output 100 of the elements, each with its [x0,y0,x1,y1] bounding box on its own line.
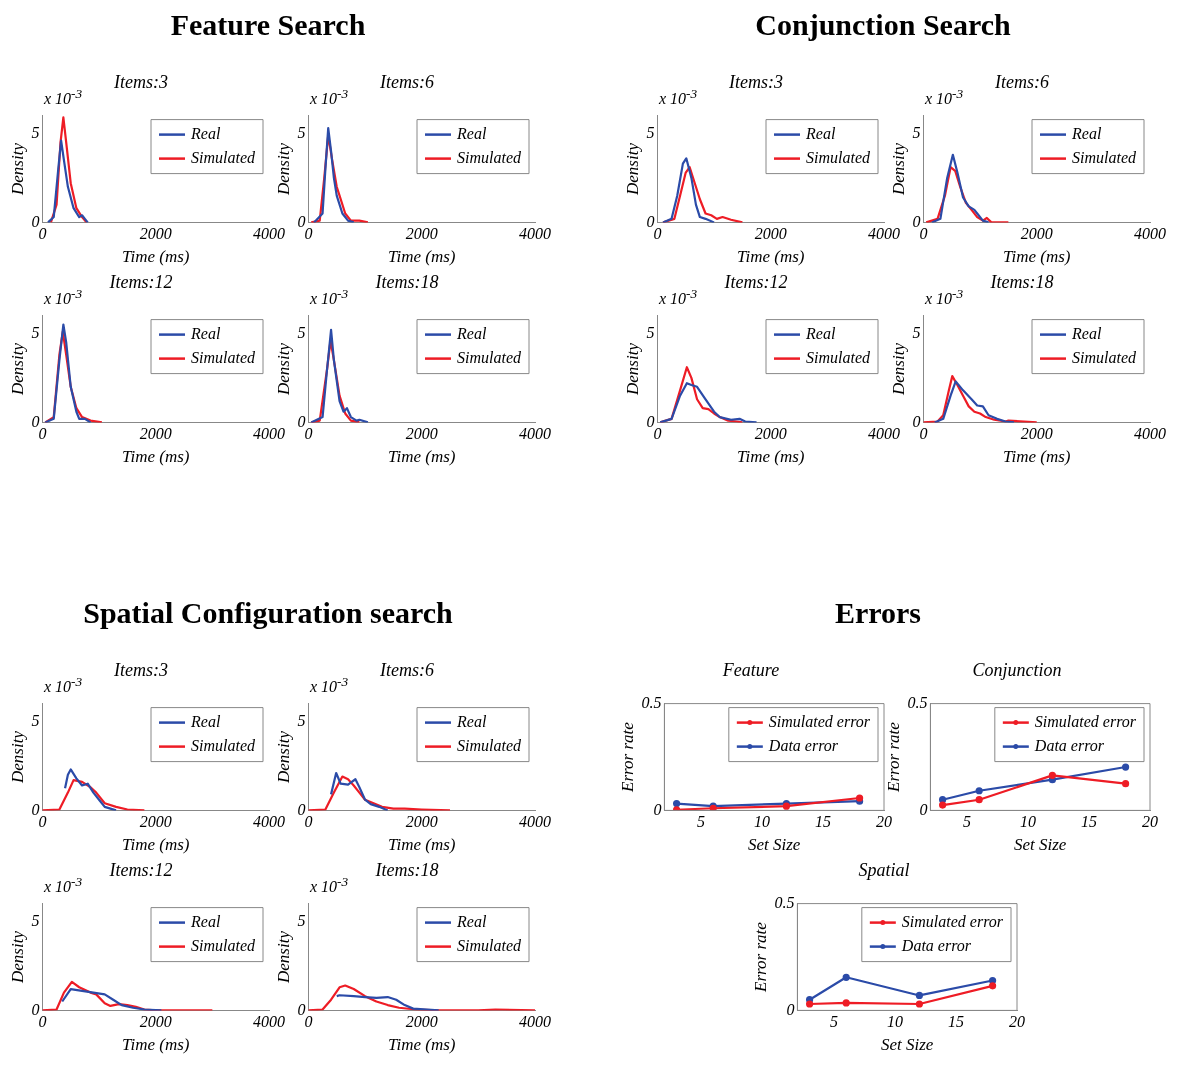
text: x 10$^{-3}$ [310,874,349,897]
y-axis-title: Error rate [617,721,637,793]
chart-title: Spatial [858,859,910,880]
text: x 10$^{-3}$ [44,86,83,109]
x-tick-label: 10 [1020,813,1036,831]
legend-label: Real [456,912,487,930]
x-tick-label: 5 [697,813,705,831]
y-tick-label: 5 [297,123,306,141]
legend-label: Simulated [191,936,256,954]
y-tick-label: 0 [646,412,655,430]
legend-label: Simulated [806,348,871,366]
chart-title: Items:18 [374,859,439,880]
x-tick-label: 20 [1009,1013,1025,1031]
legend-label: Data error [900,936,972,954]
y-tick-label: 5 [297,323,306,341]
y-tick-label: 5 [31,911,40,929]
legend-label: Simulated error [901,912,1004,930]
x-tick-label: 4000 [1134,225,1166,243]
legend-label: Real [1071,124,1102,142]
legend-label: Simulated error [1034,712,1137,730]
chart-title: Items:12 [108,271,173,292]
x-axis-title: Time (ms) [121,1035,190,1055]
x-axis-title: Set Size [1014,835,1067,855]
x-axis-title: Time (ms) [387,1035,456,1055]
chart-title: Items:12 [108,859,173,880]
legend-label: Simulated [457,148,522,166]
legend-label: Simulated [1072,348,1137,366]
y-tick-label: 0 [31,212,40,230]
x-tick-label: 10 [887,1013,903,1031]
y-tick-label: 0 [653,800,662,818]
y-tick-label: 5 [912,323,921,341]
text: x 10$^{-3}$ [310,286,349,309]
legend-label: Real [190,324,221,342]
legend-label: Real [805,324,836,342]
y-axis-title: Density [7,142,27,196]
y-axis-title: Density [888,142,908,196]
text: Feature Search [169,8,367,42]
legend-label: Simulated [191,348,256,366]
x-tick-label: 4000 [519,1013,551,1031]
y-axis-title: Density [7,342,27,396]
y-axis-title: Density [7,930,27,984]
x-tick-label: 2000 [754,225,787,243]
y-tick-label: 0 [31,800,40,818]
legend-label: Simulated [806,148,871,166]
x-tick-label: 2000 [405,425,438,443]
chart-title: Items:3 [113,71,168,92]
y-tick-label: 0 [297,212,306,230]
text: x 10$^{-3}$ [44,674,83,697]
x-tick-label: 2000 [405,225,438,243]
y-tick-label: 0 [31,412,40,430]
y-axis-title: Density [622,342,642,396]
x-tick-label: 2000 [139,813,172,831]
x-tick-label: 4000 [253,425,285,443]
y-axis-title: Error rate [883,721,903,793]
x-tick-label: 4000 [519,225,551,243]
y-tick-label: 0 [297,412,306,430]
chart-title: Items:3 [728,71,783,92]
x-tick-label: 2000 [405,1013,438,1031]
x-tick-label: 4000 [868,425,900,443]
x-axis-title: Time (ms) [121,835,190,855]
x-tick-label: 2000 [754,425,787,443]
legend-label: Real [1071,324,1102,342]
text: x 10$^{-3}$ [659,86,698,109]
x-axis-title: Time (ms) [121,447,190,467]
x-tick-label: 4000 [868,225,900,243]
x-axis-title: Time (ms) [121,247,190,267]
x-axis-title: Set Size [881,1035,934,1055]
y-axis-title: Density [888,342,908,396]
text: Conjunction Search [754,8,1012,42]
y-tick-label: 5 [912,123,921,141]
x-tick-label: 15 [948,1013,964,1031]
legend-label: Real [456,324,487,342]
text: Errors [833,596,923,630]
y-tick-label: 0.5 [907,693,928,711]
y-tick-label: 5 [297,911,306,929]
chart-title: Items:18 [374,271,439,292]
x-tick-label: 4000 [519,425,551,443]
y-tick-label: 0 [31,1000,40,1018]
x-axis-title: Time (ms) [736,247,805,267]
legend-label: Data error [1033,736,1105,754]
x-tick-label: 15 [1081,813,1097,831]
text: x 10$^{-3}$ [925,86,964,109]
chart-title: Conjunction [972,659,1062,680]
x-tick-label: 4000 [253,1013,285,1031]
x-tick-label: 5 [963,813,971,831]
x-tick-label: 2000 [139,1013,172,1031]
y-tick-label: 0 [297,800,306,818]
x-tick-label: 2000 [139,225,172,243]
y-tick-label: 0.5 [774,893,795,911]
y-tick-label: 5 [31,123,40,141]
legend-label: Data error [767,736,839,754]
y-tick-label: 0 [646,212,655,230]
x-tick-label: 20 [1142,813,1158,831]
text: x 10$^{-3}$ [310,674,349,697]
chart-title: Feature [721,659,780,680]
legend-label: Simulated [191,148,256,166]
y-axis-title: Density [273,730,293,784]
y-axis-title: Density [273,142,293,196]
chart-title: Items:12 [723,271,788,292]
x-tick-label: 10 [754,813,770,831]
